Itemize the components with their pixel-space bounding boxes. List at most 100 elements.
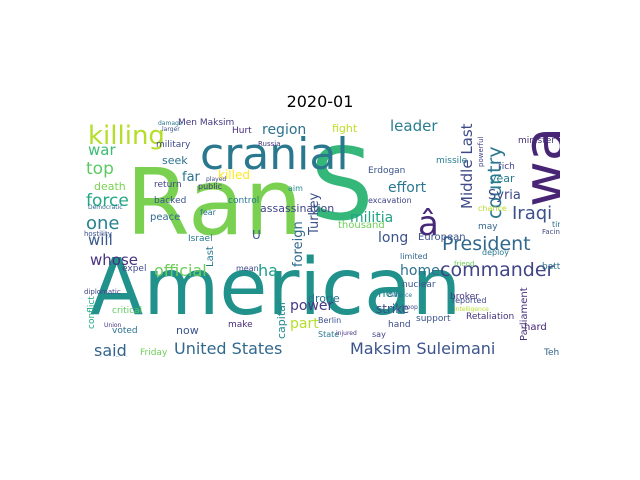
word: top xyxy=(86,159,114,179)
word: fear xyxy=(200,208,216,217)
word: capital xyxy=(275,302,288,339)
word: expel xyxy=(122,264,147,274)
word: injured xyxy=(336,330,357,337)
word: Maksim Suleimani xyxy=(350,339,496,357)
word: Last xyxy=(205,246,216,267)
word: killed xyxy=(218,168,250,182)
word: assassination xyxy=(260,202,335,215)
word: region xyxy=(262,122,307,138)
word: European xyxy=(418,232,466,243)
word: Democratic xyxy=(88,204,123,211)
word: State xyxy=(318,330,340,339)
word: leader xyxy=(390,117,438,135)
word: drone xyxy=(308,292,340,305)
word: will xyxy=(88,231,113,249)
word: fight xyxy=(332,122,358,135)
word: Union xyxy=(104,322,122,329)
word: power xyxy=(290,298,334,314)
word: Berlin xyxy=(318,316,342,325)
word: mean xyxy=(236,264,259,273)
word: Iraqi xyxy=(512,203,553,224)
word: deploy xyxy=(482,248,509,257)
word: military xyxy=(156,140,191,150)
word: one xyxy=(86,213,120,234)
word: Ran xyxy=(126,149,303,256)
word: excavation xyxy=(368,196,412,205)
word: conflict xyxy=(87,296,97,329)
word: limited xyxy=(400,252,428,261)
word: ha xyxy=(258,261,278,280)
word: broker xyxy=(450,292,479,302)
word: whose xyxy=(90,251,138,269)
word: official xyxy=(154,261,207,280)
word: death xyxy=(94,180,126,193)
word: long xyxy=(378,230,409,246)
word: may xyxy=(478,222,498,232)
word: American xyxy=(90,243,462,333)
word: Facing xyxy=(542,228,560,236)
word: Friday xyxy=(140,348,168,358)
word: backed xyxy=(154,196,187,206)
word: S xyxy=(310,126,374,243)
word: Men Maksim xyxy=(178,118,235,128)
word: Syria xyxy=(488,188,521,203)
word: Hurt xyxy=(232,126,252,136)
word: damage xyxy=(158,120,183,127)
word: defence xyxy=(388,292,413,299)
word: foreign xyxy=(291,221,306,267)
word: hand xyxy=(388,320,411,330)
word: hostility xyxy=(84,230,112,238)
word: minister xyxy=(518,136,555,146)
word: critical xyxy=(112,306,143,316)
word: troop xyxy=(402,304,418,311)
figure-title: 2020-01 xyxy=(286,92,354,111)
word: public xyxy=(198,182,223,191)
word: friend xyxy=(454,260,475,268)
word: make xyxy=(228,320,253,330)
word: reported xyxy=(452,296,487,305)
word: said xyxy=(94,341,127,358)
word: chance xyxy=(478,204,507,213)
word: missile xyxy=(436,156,468,166)
word: Middle Last xyxy=(458,123,476,209)
word: intelligence xyxy=(454,306,489,313)
word: peace xyxy=(150,212,181,223)
word: far xyxy=(182,170,200,185)
word-cloud: Ran American S cranial wa killing United… xyxy=(82,117,560,357)
word: President xyxy=(442,233,531,255)
word: nuclear xyxy=(402,280,436,290)
word: Erdogan xyxy=(368,166,406,176)
word: Israel xyxy=(188,234,213,244)
word: voted xyxy=(112,326,138,336)
word: home xyxy=(400,263,440,279)
word: say xyxy=(372,330,386,339)
word: Russia xyxy=(258,140,281,148)
word: â xyxy=(418,204,439,244)
word: time xyxy=(552,220,560,229)
word: part xyxy=(290,316,319,332)
word: battle xyxy=(542,262,560,272)
word: effort xyxy=(388,180,427,196)
word: return xyxy=(154,180,182,190)
word: support xyxy=(416,314,451,324)
word: played xyxy=(206,176,227,183)
word: thousand xyxy=(338,220,385,231)
word: seek xyxy=(162,154,188,167)
word: larger xyxy=(162,126,180,133)
word: Tehran xyxy=(544,348,560,358)
word: year xyxy=(490,172,515,185)
word: powerful xyxy=(477,136,485,167)
word: United States xyxy=(174,339,283,357)
word: diplomatic xyxy=(84,288,121,296)
word: control xyxy=(228,196,260,206)
word: aim xyxy=(288,184,303,193)
word: now xyxy=(176,324,199,337)
word: strike xyxy=(376,302,410,316)
word: U xyxy=(252,228,261,242)
word: commander xyxy=(440,259,555,281)
word: new xyxy=(378,286,403,300)
word: rich xyxy=(498,162,515,172)
word: Retaliation xyxy=(466,312,515,322)
word: force xyxy=(86,191,129,211)
word: killing xyxy=(88,121,165,151)
